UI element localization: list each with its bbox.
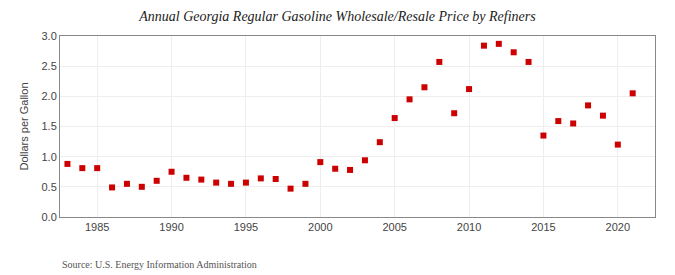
svg-text:3.0: 3.0 [42,30,57,42]
svg-text:1995: 1995 [234,221,258,233]
svg-text:2000: 2000 [308,221,332,233]
svg-text:Annual Georgia Regular Gasolin: Annual Georgia Regular Gasoline Wholesal… [138,9,536,24]
svg-text:2.5: 2.5 [42,60,57,72]
svg-text:2020: 2020 [606,221,630,233]
svg-text:0.0: 0.0 [42,211,57,223]
svg-text:1.5: 1.5 [42,120,57,132]
svg-text:2010: 2010 [457,221,481,233]
svg-text:1.0: 1.0 [42,151,57,163]
svg-text:2.0: 2.0 [42,90,57,102]
svg-text:Source: U.S. Energy Informatio: Source: U.S. Energy Information Administ… [62,259,257,270]
svg-text:0.5: 0.5 [42,181,57,193]
svg-text:1990: 1990 [159,221,183,233]
svg-text:2005: 2005 [382,221,406,233]
svg-text:1985: 1985 [85,221,109,233]
svg-text:2015: 2015 [531,221,555,233]
svg-text:Dollars per Gallon: Dollars per Gallon [18,82,30,170]
